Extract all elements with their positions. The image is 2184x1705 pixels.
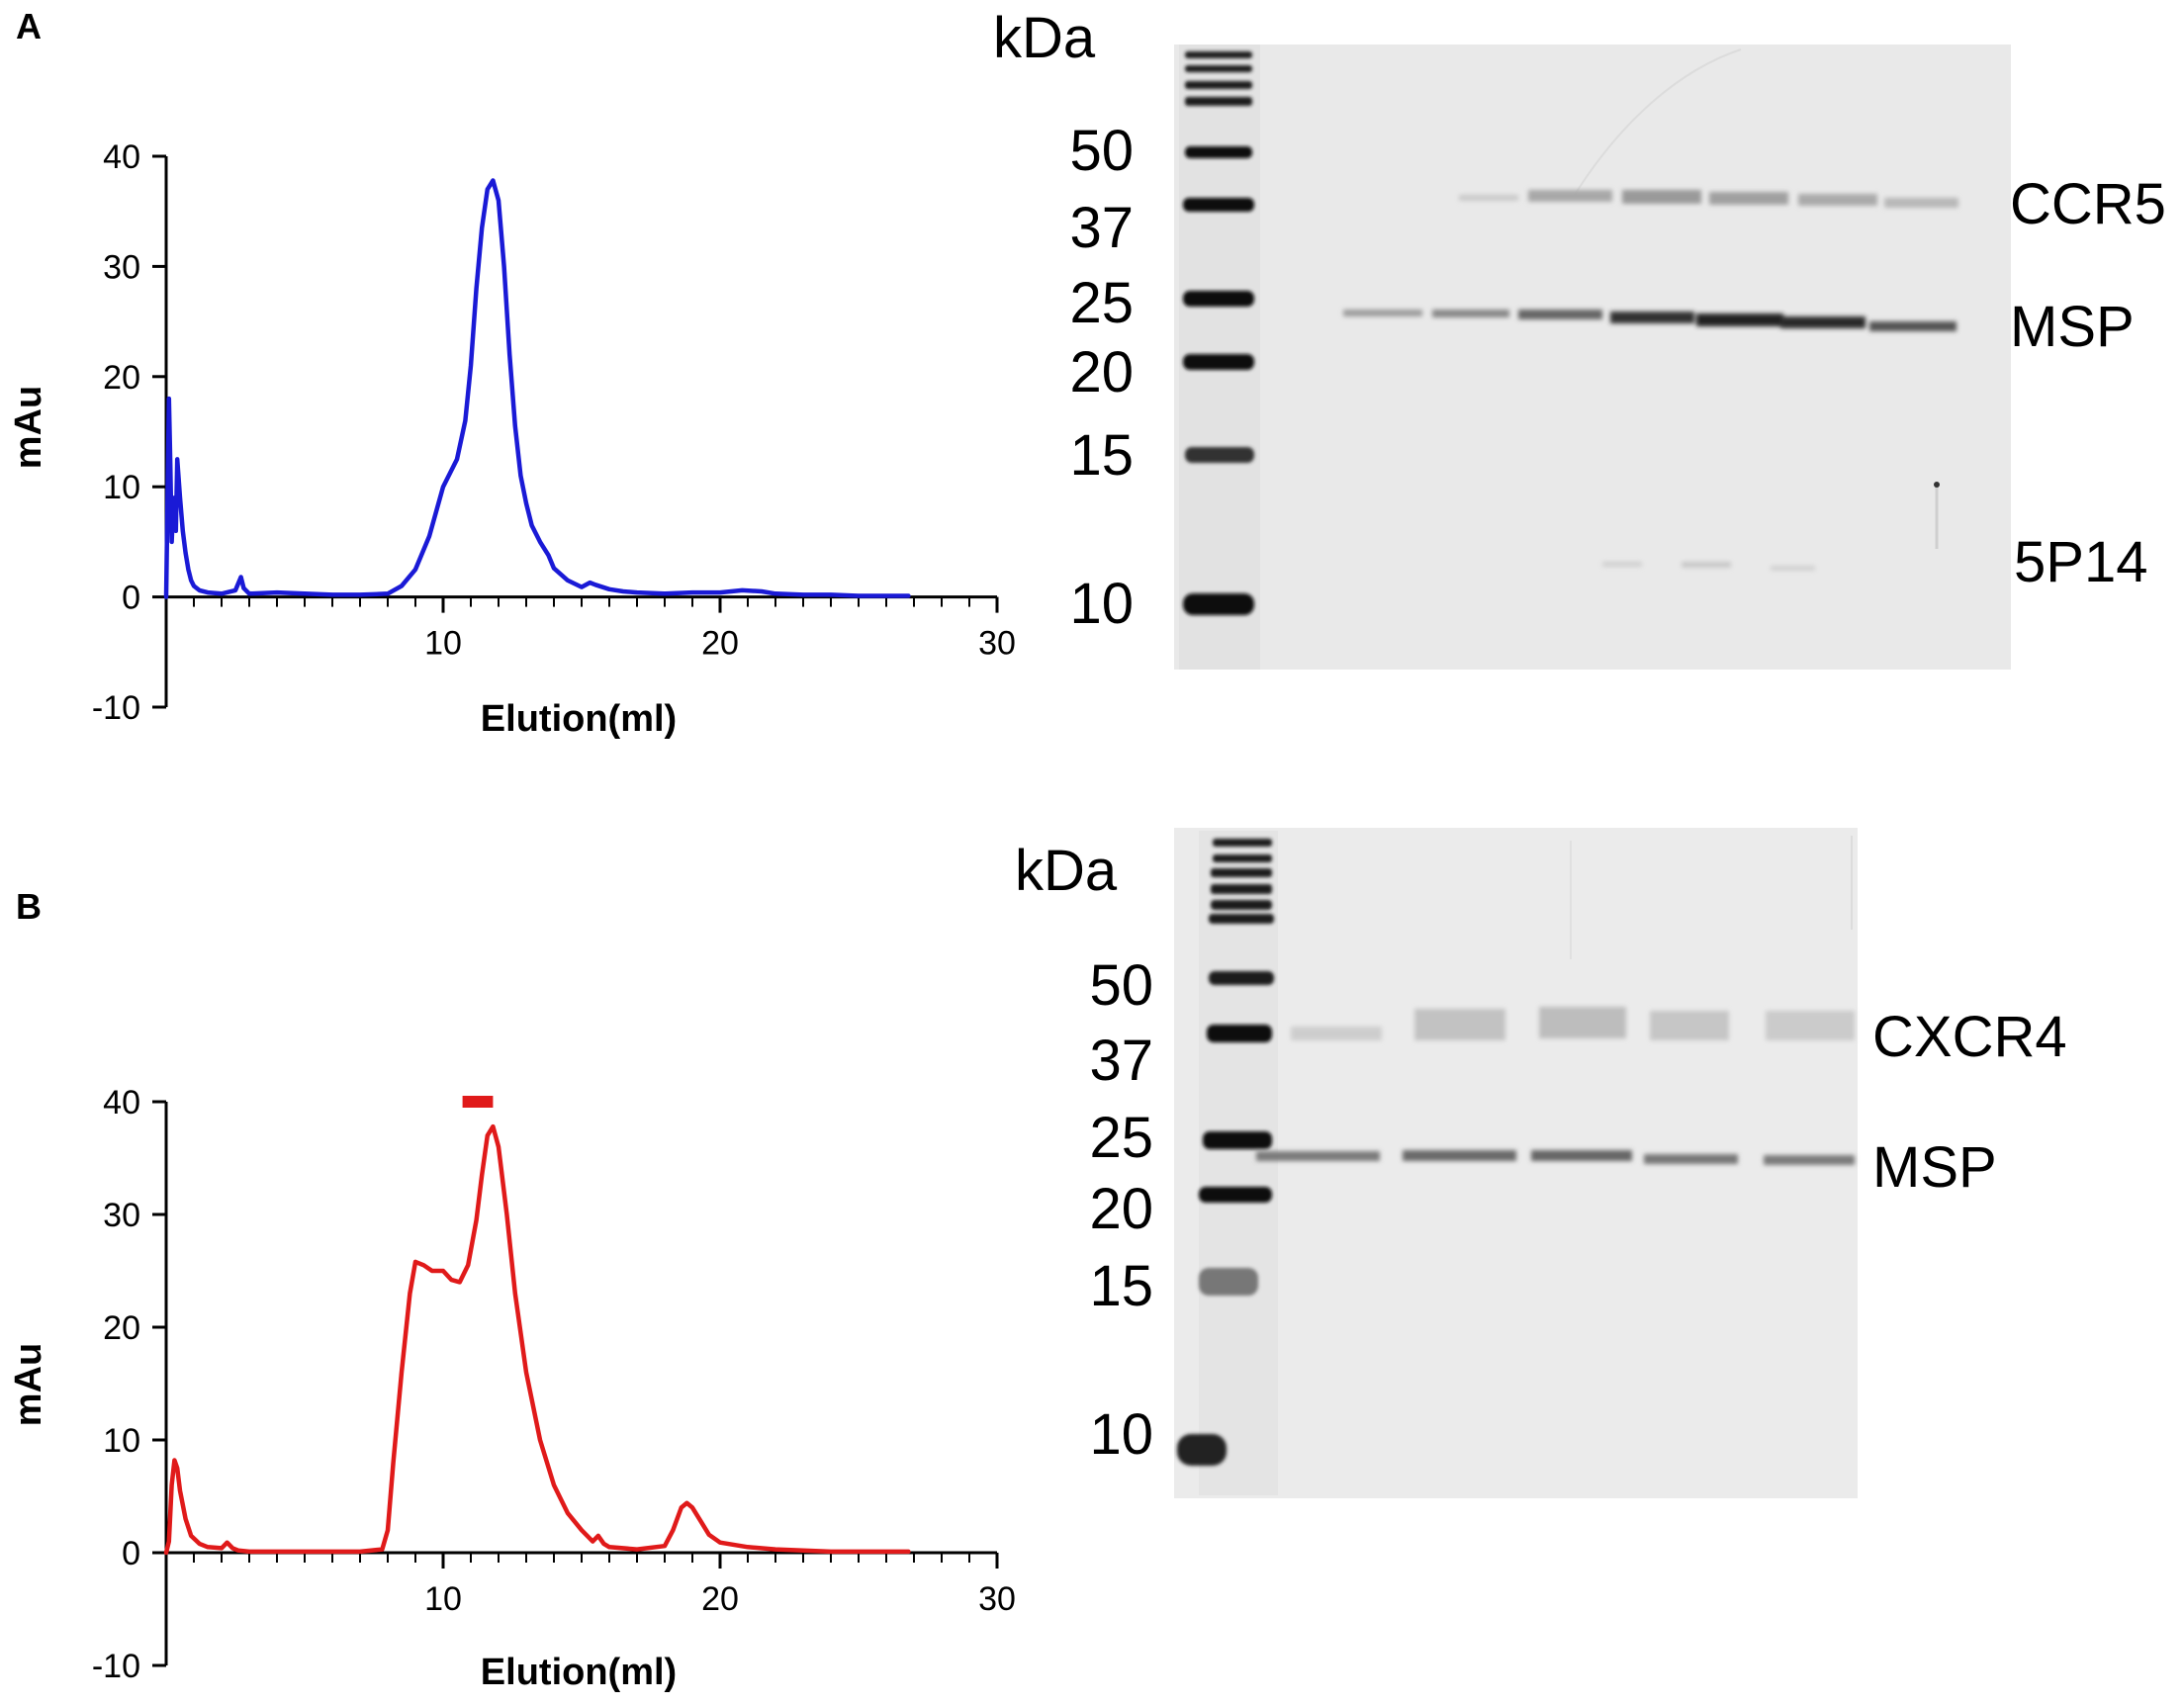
x-tick-label: 20 bbox=[701, 1580, 739, 1618]
gel-b-cxcr4-bands bbox=[1291, 1007, 1855, 1040]
gel-b-marker-10: 10 bbox=[1089, 1402, 1153, 1467]
y-tick-label: 0 bbox=[122, 580, 140, 617]
x-tick-label: 30 bbox=[978, 1580, 1016, 1618]
y-tick-label: 10 bbox=[103, 469, 140, 506]
y-tick-label: 0 bbox=[122, 1535, 140, 1572]
gel-b-band-label-cxcr4: CXCR4 bbox=[1872, 1005, 2067, 1069]
gel-a-marker-10: 10 bbox=[1069, 572, 1134, 636]
y-tick-label: 40 bbox=[103, 138, 140, 176]
gel-a-5p14-bands bbox=[1602, 562, 1815, 571]
gel-b-background bbox=[1174, 828, 1858, 1498]
gel-a-speck bbox=[1934, 482, 1940, 488]
gel-a-unit-label: kDa bbox=[993, 6, 1096, 70]
gel-a-ladder-lane bbox=[1179, 45, 1260, 670]
panel-label-a: A bbox=[16, 6, 42, 46]
y-tick-label: 40 bbox=[103, 1084, 140, 1122]
gel-a-marker-25: 25 bbox=[1069, 271, 1134, 335]
chromatogram-b-x-axis-title: Elution(ml) bbox=[481, 1652, 677, 1693]
chromatogram-b-tick-labels: -10 0 10 20 30 40 10 20 30 bbox=[92, 1084, 1016, 1685]
chromatogram-a-axes bbox=[152, 154, 999, 709]
gel-a-band-label-5p14: 5P14 bbox=[2014, 530, 2147, 594]
y-tick-label: 30 bbox=[103, 248, 140, 286]
chromatogram-a-tick-labels: -10 0 10 20 30 40 10 20 30 bbox=[92, 138, 1016, 727]
y-tick-label: -10 bbox=[92, 1648, 140, 1685]
gel-image-a: kDa 50 37 25 20 15 10 CCR5 MSP 5P14 bbox=[993, 6, 2166, 670]
gel-a-ccr5-bands bbox=[1459, 190, 1958, 208]
chromatogram-b-collected-fraction-bar bbox=[462, 1096, 494, 1108]
gel-b-marker-20: 20 bbox=[1089, 1177, 1153, 1241]
x-tick-label: 10 bbox=[424, 1580, 462, 1618]
gel-b-marker-25: 25 bbox=[1089, 1106, 1153, 1170]
gel-b-unit-label: kDa bbox=[1015, 839, 1118, 903]
gel-b-band-label-msp: MSP bbox=[1872, 1135, 1997, 1200]
y-tick-label: -10 bbox=[92, 689, 140, 727]
chromatogram-a-x-axis-title: Elution(ml) bbox=[481, 698, 677, 740]
gel-b-marker-37: 37 bbox=[1089, 1029, 1153, 1093]
x-tick-label: 20 bbox=[701, 625, 739, 663]
gel-a-band-label-ccr5: CCR5 bbox=[2010, 172, 2166, 236]
gel-a-marker-50: 50 bbox=[1069, 119, 1134, 183]
gel-b-msp-bands bbox=[1256, 1150, 1855, 1165]
y-tick-label: 20 bbox=[103, 1309, 140, 1347]
chromatogram-b-series-line bbox=[163, 1123, 911, 1556]
chromatogram-b-y-axis-title: mAu bbox=[8, 1343, 49, 1426]
chromatogram-a-series-line bbox=[163, 178, 911, 599]
gel-image-b: kDa 50 37 25 20 15 10 CXCR4 MSP bbox=[1015, 828, 2067, 1498]
chromatogram-a: -10 0 10 20 30 40 10 20 30 Elution(ml) mAu bbox=[8, 138, 1016, 740]
gel-a-marker-20: 20 bbox=[1069, 340, 1134, 404]
gel-a-background bbox=[1174, 45, 2011, 670]
gel-b-ladder-lane bbox=[1177, 831, 1278, 1495]
gel-a-marker-37: 37 bbox=[1069, 196, 1134, 260]
chromatogram-b: -10 0 10 20 30 40 10 20 30 Elution(ml) mAu bbox=[8, 1084, 1016, 1693]
x-tick-label: 10 bbox=[424, 625, 462, 663]
gel-b-marker-50: 50 bbox=[1089, 953, 1153, 1018]
gel-a-marker-15: 15 bbox=[1069, 423, 1134, 488]
x-tick-label: 30 bbox=[978, 625, 1016, 663]
panel-label-b: B bbox=[16, 886, 42, 927]
gel-b-marker-15: 15 bbox=[1089, 1254, 1153, 1318]
y-tick-label: 30 bbox=[103, 1197, 140, 1234]
gel-a-msp-bands bbox=[1343, 310, 1956, 331]
y-tick-label: 20 bbox=[103, 359, 140, 397]
gel-a-scratch bbox=[1572, 48, 1742, 199]
y-tick-label: 10 bbox=[103, 1422, 140, 1460]
gel-a-band-label-msp: MSP bbox=[2010, 295, 2135, 359]
chromatogram-b-axes bbox=[152, 1100, 999, 1667]
chromatogram-a-y-axis-title: mAu bbox=[8, 386, 49, 469]
